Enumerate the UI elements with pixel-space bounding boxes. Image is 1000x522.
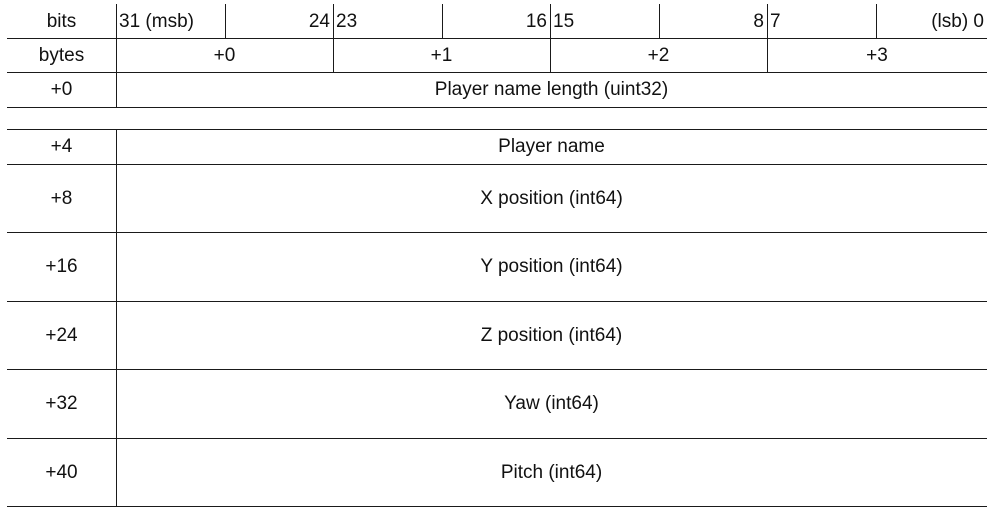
rule-row1-bottom (7, 164, 987, 165)
rule-bit-4 (876, 4, 877, 38)
row-field: Player name (498, 136, 605, 157)
bit-0-lsb-label: (lsb) 0 (931, 10, 984, 32)
row-field: Pitch (int64) (500, 461, 603, 483)
rule-offset-column-row0 (116, 72, 117, 107)
rule-row3-bottom (7, 301, 987, 302)
rule-offset-column (116, 4, 117, 72)
byte-offset-2: +2 (647, 44, 670, 66)
row-field: Yaw (int64) (504, 393, 599, 414)
bit-31-msb-label: 31 (msb) (119, 10, 194, 32)
row-field: Z position (int64) (480, 324, 623, 346)
rule-bit-28 (225, 4, 226, 38)
rule-row1-top (7, 129, 987, 130)
bit-24-label: 24 (308, 10, 330, 32)
bit-23-label: 23 (336, 10, 358, 32)
rule-bit-24-23 (333, 4, 334, 72)
rule-bit-20 (442, 4, 443, 38)
rule-bit-12 (659, 4, 660, 38)
rule-bit-16-15 (550, 4, 551, 72)
rule-header-mid (7, 38, 987, 39)
row-field: Y position (int64) (480, 256, 623, 277)
row-offset: +24 (45, 324, 78, 346)
bit-16-label: 16 (525, 10, 547, 32)
rule-row4-bottom (7, 369, 987, 370)
bytes-label: bytes (38, 44, 85, 66)
row-offset: +0 (50, 79, 73, 100)
rule-row6-bottom (7, 506, 987, 507)
rule-bit-8-7 (767, 4, 768, 72)
row-field: Player name length (uint32) (434, 79, 669, 100)
row-offset: +32 (45, 393, 78, 414)
bit-7-label: 7 (770, 10, 781, 32)
rule-row0-bottom (7, 107, 987, 108)
bit-15-label: 15 (553, 10, 575, 32)
bit-8-label: 8 (753, 10, 764, 32)
byte-offset-3: +3 (866, 44, 888, 66)
row-offset: +40 (45, 461, 78, 483)
rule-row5-bottom (7, 438, 987, 439)
bits-label: bits (46, 10, 77, 32)
rule-header-bottom (7, 72, 987, 73)
row-offset: +8 (50, 187, 73, 209)
byte-offset-1: +1 (430, 44, 453, 66)
byte-offset-0: +0 (213, 44, 236, 66)
rule-row2-bottom (7, 232, 987, 233)
rule-offset-column-rows (116, 129, 117, 506)
row-offset: +4 (50, 136, 73, 157)
row-field: X position (int64) (480, 187, 623, 209)
row-offset: +16 (45, 256, 78, 277)
